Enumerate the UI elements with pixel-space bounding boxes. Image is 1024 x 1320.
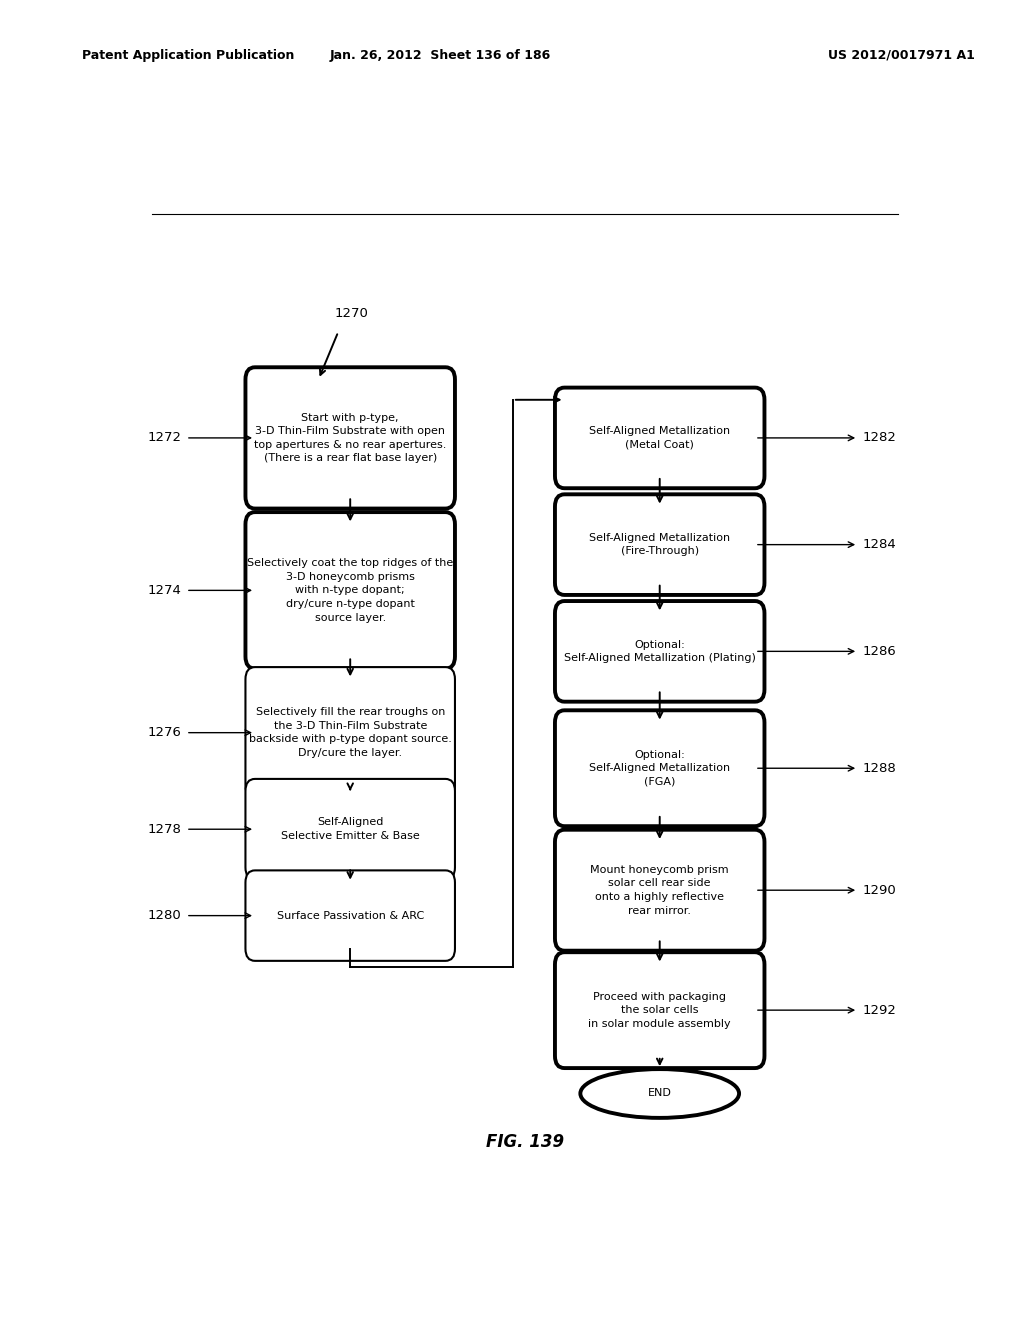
Text: Self-Aligned Metallization
(Fire-Through): Self-Aligned Metallization (Fire-Through… [589,533,730,557]
Text: Self-Aligned
Selective Emitter & Base: Self-Aligned Selective Emitter & Base [281,817,420,841]
Text: Mount honeycomb prism
solar cell rear side
onto a highly reflective
rear mirror.: Mount honeycomb prism solar cell rear si… [591,865,729,916]
Text: Optional:
Self-Aligned Metallization (Plating): Optional: Self-Aligned Metallization (Pl… [564,640,756,663]
Text: 1288: 1288 [862,762,896,775]
Text: 1278: 1278 [147,822,181,836]
Text: 1274: 1274 [147,583,181,597]
Text: 1282: 1282 [862,432,896,445]
FancyBboxPatch shape [246,779,455,879]
Text: 1272: 1272 [147,432,182,445]
Text: Jan. 26, 2012  Sheet 136 of 186: Jan. 26, 2012 Sheet 136 of 186 [330,49,551,62]
FancyBboxPatch shape [555,388,765,488]
Text: Proceed with packaging
the solar cells
in solar module assembly: Proceed with packaging the solar cells i… [589,991,731,1028]
FancyBboxPatch shape [246,512,455,669]
Ellipse shape [581,1069,739,1118]
Text: Selectively coat the top ridges of the
3-D honeycomb prisms
with n-type dopant;
: Selectively coat the top ridges of the 3… [247,558,454,623]
Text: 1292: 1292 [862,1003,896,1016]
Text: Self-Aligned Metallization
(Metal Coat): Self-Aligned Metallization (Metal Coat) [589,426,730,450]
Text: END: END [648,1089,672,1098]
Text: 1284: 1284 [862,539,896,552]
Text: Selectively fill the rear troughs on
the 3-D Thin-Film Substrate
backside with p: Selectively fill the rear troughs on the… [249,708,452,758]
FancyBboxPatch shape [246,367,455,508]
Text: FIG. 139: FIG. 139 [485,1134,564,1151]
Text: Patent Application Publication: Patent Application Publication [82,49,294,62]
Text: 1280: 1280 [147,909,181,923]
Text: Surface Passivation & ARC: Surface Passivation & ARC [276,911,424,920]
FancyBboxPatch shape [246,667,455,799]
Text: Optional:
Self-Aligned Metallization
(FGA): Optional: Self-Aligned Metallization (FG… [589,750,730,787]
Text: Start with p-type,
3-D Thin-Film Substrate with open
top apertures & no rear ape: Start with p-type, 3-D Thin-Film Substra… [254,413,446,463]
Text: 1286: 1286 [862,645,896,657]
Text: 1270: 1270 [334,308,369,319]
FancyBboxPatch shape [555,830,765,950]
Text: US 2012/0017971 A1: US 2012/0017971 A1 [827,49,975,62]
FancyBboxPatch shape [555,494,765,595]
FancyBboxPatch shape [246,870,455,961]
Text: 1290: 1290 [862,883,896,896]
Text: 1276: 1276 [147,726,181,739]
FancyBboxPatch shape [555,952,765,1068]
FancyBboxPatch shape [555,710,765,826]
FancyBboxPatch shape [555,601,765,702]
